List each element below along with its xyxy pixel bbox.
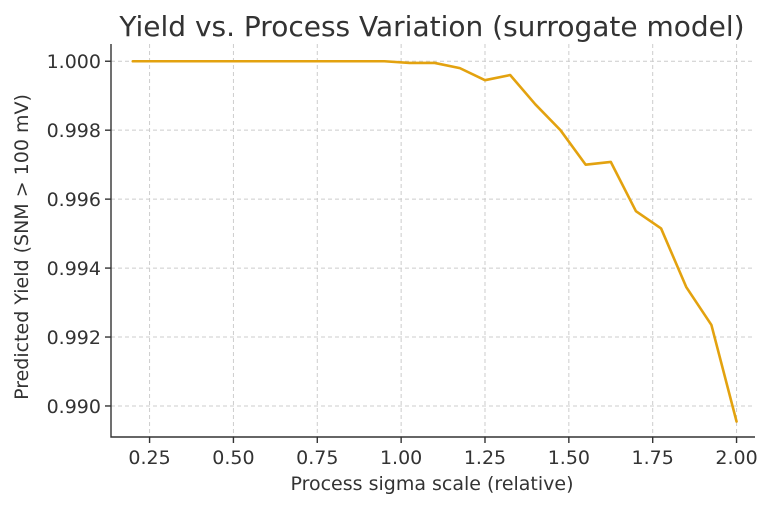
y-tick-label: 0.994 bbox=[47, 258, 101, 280]
x-axis-ticks: 0.25 0.50 0.75 1.00 1.25 1.50 1.75 2.00 bbox=[128, 437, 758, 469]
axes bbox=[110, 44, 755, 438]
y-axis-ticks: 0.990 0.992 0.994 0.996 0.998 1.000 bbox=[47, 51, 111, 418]
y-tick-label: 0.990 bbox=[47, 396, 101, 418]
x-tick-label: 1.00 bbox=[380, 447, 422, 469]
x-tick-label: 0.50 bbox=[212, 447, 254, 469]
y-tick-label: 0.998 bbox=[47, 120, 101, 142]
chart-title: Yield vs. Process Variation (surrogate m… bbox=[118, 10, 744, 43]
y-tick-label: 0.992 bbox=[47, 327, 101, 349]
x-tick-label: 0.75 bbox=[296, 447, 338, 469]
x-axis-label: Process sigma scale (relative) bbox=[290, 473, 573, 495]
series-layer bbox=[131, 59, 738, 423]
x-tick-label: 1.25 bbox=[464, 447, 506, 469]
grid bbox=[111, 44, 755, 437]
y-tick-label: 0.996 bbox=[47, 189, 101, 211]
x-tick-label: 0.25 bbox=[128, 447, 170, 469]
y-axis-label: Predicted Yield (SNM > 100 mV) bbox=[11, 94, 33, 400]
x-tick-label: 1.75 bbox=[632, 447, 674, 469]
y-tick-label: 1.000 bbox=[47, 51, 101, 73]
plot-frame bbox=[110, 44, 755, 438]
series-line bbox=[131, 59, 738, 423]
x-tick-label: 2.00 bbox=[715, 447, 757, 469]
x-tick-label: 1.50 bbox=[548, 447, 590, 469]
